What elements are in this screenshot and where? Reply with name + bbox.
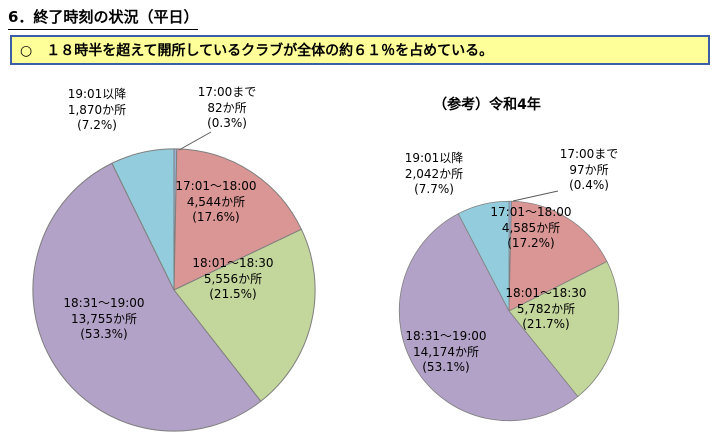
label-right-1701-1800: 17:01～18:00 4,585か所 (17.2%)	[490, 205, 572, 251]
pie-slice	[457, 200, 510, 312]
pie-slice	[32, 162, 262, 432]
label-right-1801-1830: 18:01～18:30 5,782か所 (21.7%)	[505, 286, 587, 332]
label-right-after-1901: 19:01以降 2,042か所 (7.7%)	[404, 151, 464, 197]
pie-slice	[508, 260, 620, 398]
summary-callout-text: ○ １８時半を超えて開所しているクラブが全体の約６１％を占めている。	[20, 43, 494, 59]
label-left-1801-1830: 18:01～18:30 5,556か所 (21.5%)	[192, 256, 274, 302]
pie-slice	[398, 213, 579, 422]
pie-svg-reiwa4	[398, 200, 620, 422]
label-left-until-1700: 17:00まで 82か所 (0.3%)	[197, 85, 257, 131]
pie-slice	[173, 228, 316, 402]
pie-slice	[508, 200, 608, 312]
pie-svg-current-year	[32, 148, 316, 432]
reference-chart-title: （参考）令和4年	[433, 97, 541, 113]
label-right-until-1700: 17:00まで 97か所 (0.4%)	[559, 147, 619, 193]
pie-chart-reiwa4	[397, 199, 621, 423]
label-left-1831-1900: 18:31～19:00 13,755か所 (53.3%)	[63, 296, 145, 342]
label-left-after-1901: 19:01以降 1,870か所 (7.2%)	[67, 87, 127, 133]
label-right-1831-1900: 18:31～19:00 14,174か所 (53.1%)	[405, 329, 487, 375]
pie-slice	[111, 148, 175, 291]
page-title: 6．終了時刻の状況（平日）	[8, 6, 199, 30]
summary-callout-box: ○ １８時半を超えて開所しているクラブが全体の約６１％を占めている。	[10, 35, 710, 65]
label-left-1701-1800: 17:01～18:00 4,544か所 (17.6%)	[175, 179, 257, 225]
pie-chart-current-year	[30, 146, 318, 434]
